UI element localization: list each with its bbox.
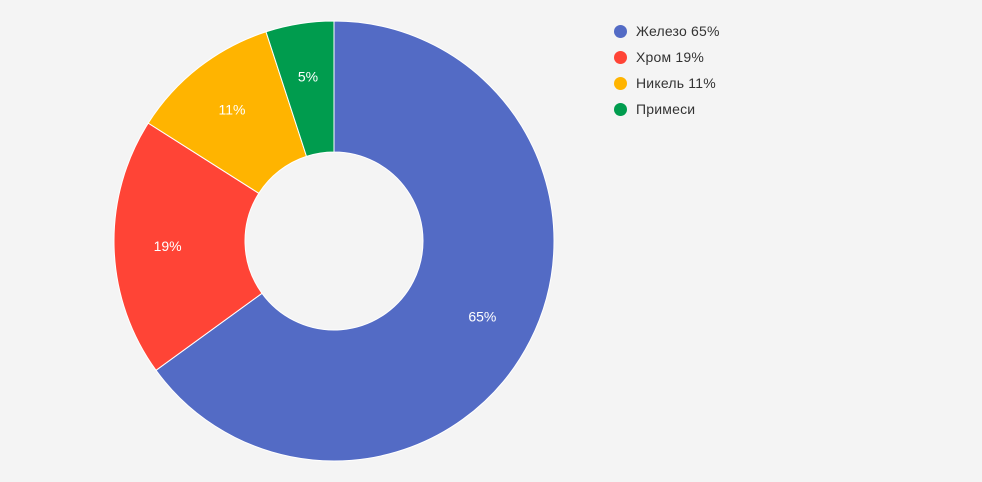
legend-label-impurities: Примеси [636,101,696,117]
slice-label-nickel: 11% [218,101,245,117]
slice-chrome[interactable] [113,122,263,372]
slice-label-iron: 65% [468,309,496,325]
slice-label-impurities: 5% [298,69,318,85]
chart-legend: Железо 65% Хром 19% Никель 11% Примеси [614,18,720,122]
legend-swatch-iron [614,24,627,38]
legend-label-iron: Железо 65% [636,23,720,39]
slice-nickel[interactable] [147,31,308,195]
legend-item-chrome[interactable]: Хром 19% [614,44,720,70]
legend-swatch-impurities [614,102,627,116]
legend-label-nickel: Никель 11% [636,75,716,91]
legend-item-nickel[interactable]: Никель 11% [614,70,720,96]
legend-item-impurities[interactable]: Примеси [614,96,720,122]
slice-label-chrome: 19% [154,238,182,254]
legend-swatch-chrome [614,50,627,64]
legend-swatch-nickel [614,76,627,90]
legend-item-iron[interactable]: Железо 65% [614,18,720,44]
slice-impurities[interactable] [265,20,335,157]
legend-label-chrome: Хром 19% [636,49,705,65]
slice-iron[interactable] [155,20,555,462]
